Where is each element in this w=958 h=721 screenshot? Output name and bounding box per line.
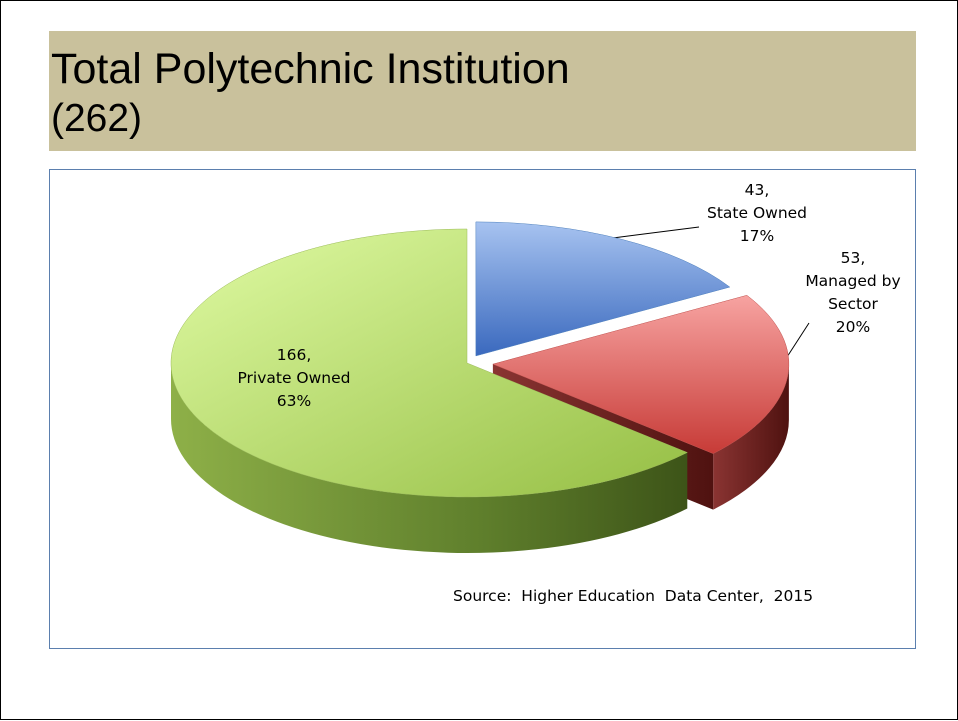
label-value: 166, [276, 346, 312, 364]
subtitle: (262) [51, 97, 143, 140]
slice-side [171, 363, 688, 553]
label-percent: 63% [276, 392, 312, 410]
label-value: 43, [744, 181, 770, 199]
label-value: 53, [840, 249, 866, 267]
data-label: 53, Managed by Sector 20% [787, 247, 919, 339]
title-band: Total Polytechnic Institution (262) [49, 31, 916, 151]
source-note: Source: Higher Education Data Center, 20… [453, 587, 814, 605]
data-label: 43, State Owned 17% [701, 179, 813, 248]
leader-line [786, 322, 810, 358]
slice-side [713, 364, 789, 510]
slice [492, 295, 790, 454]
label-percent: 17% [739, 227, 775, 245]
leader-line [604, 226, 700, 240]
label-category: Private Owned [237, 369, 351, 387]
slice [170, 228, 688, 498]
slice [475, 221, 731, 357]
label-percent: 20% [835, 318, 871, 336]
label-category: State Owned [706, 204, 808, 222]
data-label: 166, Private Owned 63% [219, 344, 369, 413]
chart-frame [49, 169, 916, 649]
title: Total Polytechnic Institution [51, 45, 570, 93]
label-category: Managed by Sector [805, 272, 901, 313]
